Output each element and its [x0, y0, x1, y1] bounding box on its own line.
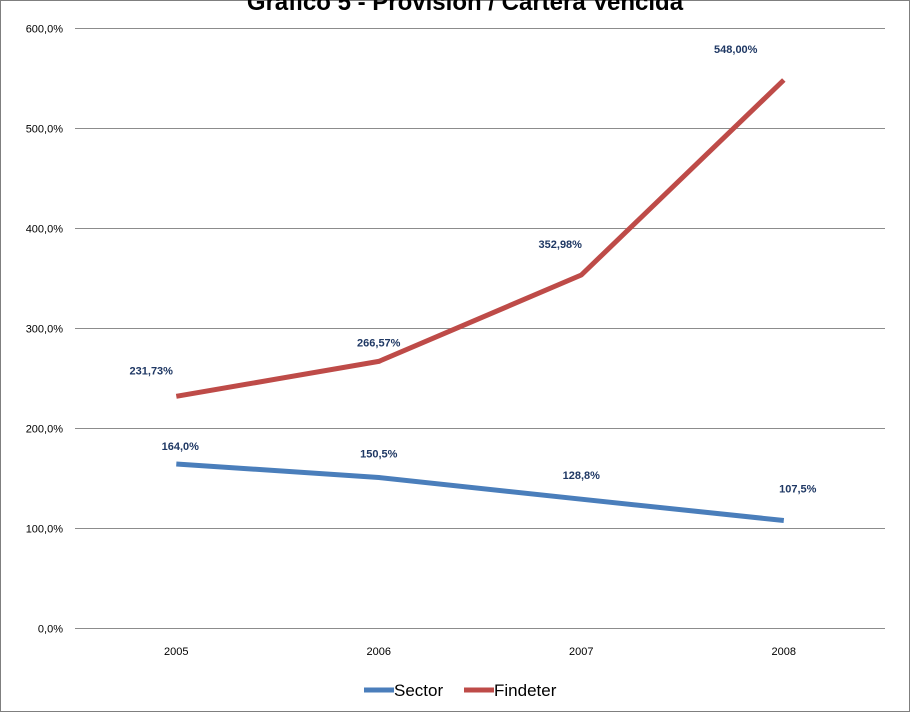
series-line-sector	[176, 461, 785, 523]
data-label: 164,0%	[162, 441, 200, 453]
data-label: 231,73%	[130, 365, 174, 377]
series-line-findeter	[175, 78, 786, 399]
y-tick-label: 0,0%	[38, 624, 63, 636]
data-label: 107,5%	[779, 484, 817, 496]
y-tick-label: 100,0%	[26, 524, 64, 536]
data-label: 548,00%	[714, 44, 758, 56]
data-label: 150,5%	[360, 449, 398, 461]
y-tick-label: 400,0%	[26, 224, 64, 236]
data-label: 128,8%	[563, 470, 601, 482]
x-tick-label: 2007	[569, 646, 593, 658]
series-lines	[175, 78, 786, 523]
x-tick-label: 2006	[367, 646, 391, 658]
y-tick-label: 500,0%	[26, 124, 64, 136]
data-labels: 164,0% 150,5% 128,8% 107,5% 231,73% 266,57% 35…	[130, 44, 817, 496]
data-label: 352,98%	[539, 239, 583, 251]
legend-label: Findeter	[494, 681, 557, 700]
chart-title: Gráfico 5 - Provisión / Cartera Vencida	[247, 0, 684, 16]
x-axis-ticks: 2005 2006 2007 2008	[164, 646, 796, 658]
y-tick-label: 300,0%	[26, 324, 64, 336]
y-tick-label: 600,0%	[26, 24, 64, 36]
gridlines	[75, 28, 885, 629]
y-tick-label: 200,0%	[26, 424, 64, 436]
legend-label: Sector	[394, 681, 443, 700]
x-tick-label: 2005	[164, 646, 188, 658]
legend: Sector Findeter	[364, 681, 557, 700]
x-tick-label: 2008	[772, 646, 796, 658]
data-label: 266,57%	[357, 337, 401, 349]
y-axis-ticks: 0,0% 100,0% 200,0% 300,0% 400,0% 500,0% 600,0%	[26, 24, 64, 636]
